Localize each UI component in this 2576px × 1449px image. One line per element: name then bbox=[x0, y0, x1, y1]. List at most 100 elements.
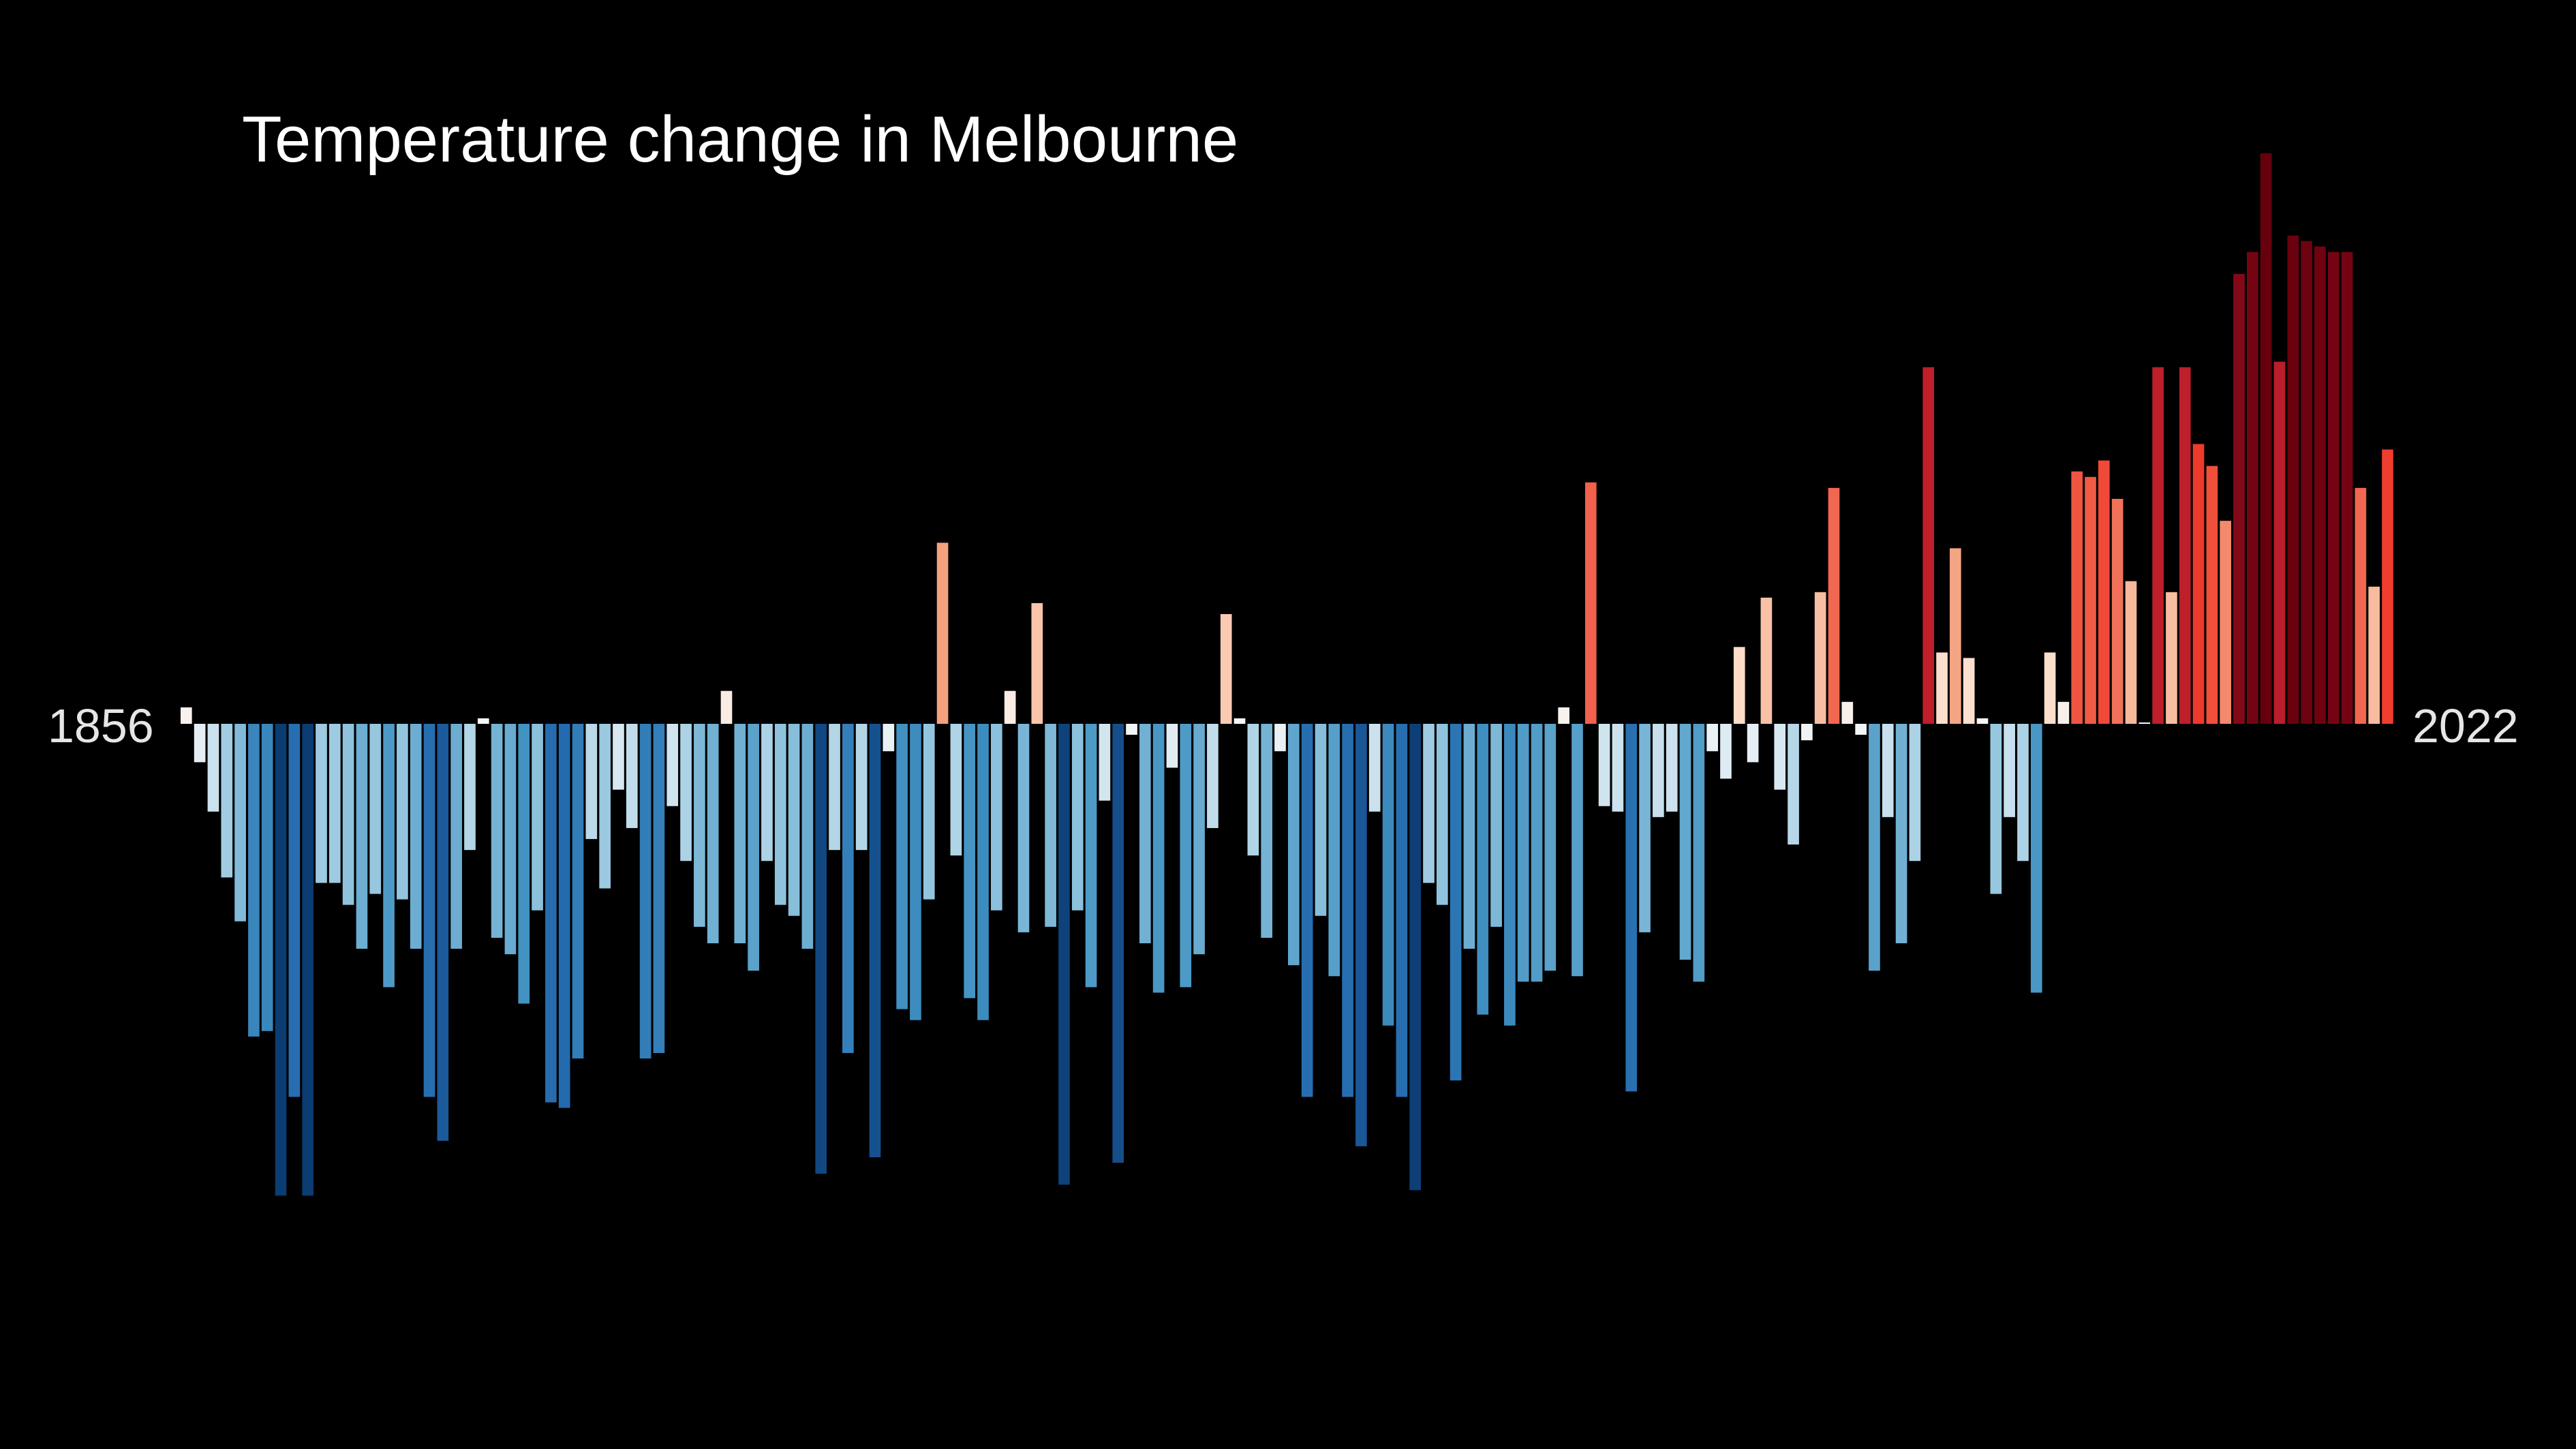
bar-2001 bbox=[2138, 722, 2151, 724]
bar-1859 bbox=[221, 724, 233, 878]
bar-1979 bbox=[1841, 701, 1854, 724]
bar-1943 bbox=[1355, 724, 1367, 1146]
bar-1987 bbox=[1950, 548, 1961, 724]
bar-1925 bbox=[1112, 724, 1124, 1163]
bar-1914 bbox=[964, 724, 976, 998]
bar-1990 bbox=[1990, 724, 2002, 894]
bar-1934 bbox=[1233, 718, 1246, 724]
bar-1888 bbox=[613, 724, 624, 790]
bar-1969 bbox=[1706, 724, 1718, 752]
bar-1875 bbox=[437, 724, 449, 1141]
bar-1867 bbox=[328, 724, 341, 883]
bar-1877 bbox=[464, 724, 476, 851]
bar-1993 bbox=[2030, 724, 2042, 993]
bar-2013 bbox=[2301, 241, 2312, 724]
bar-2008 bbox=[2233, 273, 2245, 724]
bar-1937 bbox=[1274, 724, 1286, 752]
bar-1902 bbox=[801, 724, 814, 949]
bar-1909 bbox=[896, 724, 908, 1009]
bar-1933 bbox=[1220, 614, 1232, 724]
bar-1949 bbox=[1436, 724, 1448, 905]
bar-1976 bbox=[1801, 724, 1813, 741]
bar-1905 bbox=[842, 724, 854, 1053]
bar-2009 bbox=[2247, 251, 2258, 724]
bar-1940 bbox=[1315, 724, 1327, 916]
bar-1985 bbox=[1922, 367, 1935, 724]
bar-1878 bbox=[477, 718, 489, 724]
bar-2004 bbox=[2179, 367, 2191, 724]
bar-1992 bbox=[2017, 724, 2029, 861]
bar-1961 bbox=[1598, 724, 1610, 806]
bar-1903 bbox=[815, 724, 827, 1174]
bar-2010 bbox=[2260, 153, 2272, 724]
bar-1880 bbox=[504, 724, 517, 955]
bar-1970 bbox=[1720, 724, 1732, 779]
bar-1901 bbox=[788, 724, 800, 916]
bar-1920 bbox=[1045, 724, 1056, 927]
bar-2005 bbox=[2192, 444, 2205, 724]
bar-1872 bbox=[397, 724, 408, 900]
bar-1995 bbox=[2057, 701, 2070, 724]
bar-1869 bbox=[356, 724, 368, 949]
bar-2017 bbox=[2355, 487, 2367, 724]
bar-1988 bbox=[1963, 658, 1975, 724]
bar-1958 bbox=[1558, 707, 1569, 724]
bar-1874 bbox=[423, 724, 435, 1097]
bar-1912 bbox=[936, 543, 949, 724]
bar-1936 bbox=[1261, 724, 1273, 938]
bar-1975 bbox=[1788, 724, 1799, 845]
bar-1918 bbox=[1017, 724, 1030, 932]
bar-1938 bbox=[1288, 724, 1300, 966]
bar-2000 bbox=[2125, 581, 2137, 724]
bar-1930 bbox=[1180, 724, 1192, 988]
bar-1967 bbox=[1679, 724, 1691, 960]
bar-1939 bbox=[1301, 724, 1313, 1097]
bar-1886 bbox=[585, 724, 598, 840]
bar-1960 bbox=[1584, 482, 1597, 724]
bar-1998 bbox=[2098, 460, 2110, 724]
bar-1978 bbox=[1828, 487, 1840, 724]
bar-1945 bbox=[1382, 724, 1394, 1026]
bar-1999 bbox=[2111, 498, 2123, 724]
bar-1913 bbox=[950, 724, 962, 856]
bar-1974 bbox=[1774, 724, 1786, 790]
bar-1863 bbox=[275, 724, 287, 1196]
bar-1921 bbox=[1058, 724, 1070, 1185]
bar-1866 bbox=[316, 724, 327, 883]
bar-1910 bbox=[910, 724, 921, 1020]
bar-2012 bbox=[2287, 235, 2299, 724]
bar-1991 bbox=[2004, 724, 2015, 817]
bar-1860 bbox=[234, 724, 246, 921]
bar-1946 bbox=[1396, 724, 1408, 1097]
bar-1929 bbox=[1166, 724, 1178, 768]
bar-1894 bbox=[694, 724, 705, 927]
bar-1871 bbox=[383, 724, 395, 988]
bar-1893 bbox=[680, 724, 692, 861]
bar-1876 bbox=[450, 724, 462, 949]
bar-2002 bbox=[2152, 367, 2164, 724]
bar-1942 bbox=[1342, 724, 1353, 1097]
bar-1966 bbox=[1666, 724, 1678, 812]
bar-1922 bbox=[1071, 724, 1084, 911]
bar-1899 bbox=[761, 724, 773, 861]
start-year-label: 1856 bbox=[48, 699, 154, 752]
bar-1935 bbox=[1247, 724, 1259, 856]
bar-1994 bbox=[2044, 652, 2056, 724]
bar-1954 bbox=[1504, 724, 1516, 1026]
bar-2003 bbox=[2166, 592, 2177, 724]
bar-1916 bbox=[991, 724, 1002, 911]
bar-1986 bbox=[1936, 652, 1948, 724]
bar-1952 bbox=[1477, 724, 1489, 1015]
bar-1983 bbox=[1895, 724, 1907, 943]
bar-2016 bbox=[2341, 251, 2353, 724]
bar-2018 bbox=[2368, 586, 2380, 724]
bar-2019 bbox=[2382, 449, 2393, 724]
bar-1980 bbox=[1855, 724, 1867, 735]
bar-2015 bbox=[2327, 251, 2340, 724]
bar-1885 bbox=[572, 724, 584, 1059]
bar-1897 bbox=[734, 724, 746, 943]
bar-1931 bbox=[1193, 724, 1205, 955]
bar-1928 bbox=[1152, 724, 1165, 993]
bar-1944 bbox=[1368, 724, 1381, 812]
